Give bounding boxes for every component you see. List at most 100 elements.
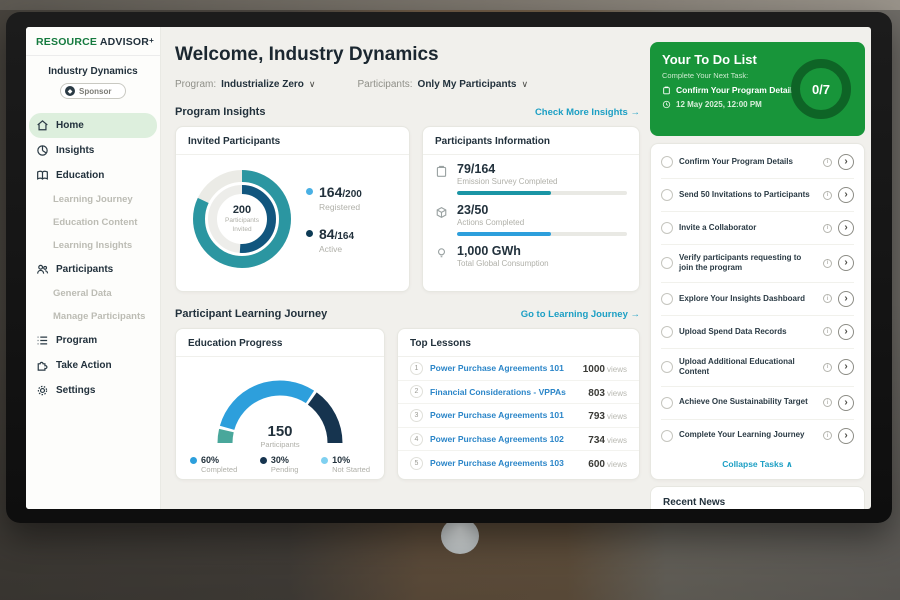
task-checkbox[interactable] bbox=[661, 189, 673, 201]
task-row: Verify participants requesting to join t… bbox=[661, 245, 854, 283]
task-checkbox[interactable] bbox=[661, 292, 673, 305]
task-checkbox[interactable] bbox=[661, 361, 673, 374]
task-row: Confirm Your Program Details i › bbox=[661, 146, 854, 179]
sidebar-item-label: Take Action bbox=[56, 360, 112, 371]
task-row: Upload Additional Educational Content i … bbox=[661, 349, 854, 387]
info-icon[interactable]: i bbox=[823, 398, 832, 408]
logo-word-resource: RESOURCE bbox=[36, 36, 98, 48]
check-more-insights-link[interactable]: Check More Insights → bbox=[534, 106, 641, 118]
page-title: Welcome, Industry Dynamics bbox=[175, 44, 439, 65]
sidebar-item-settings[interactable]: Settings bbox=[26, 378, 160, 403]
sidebar: RESOURCE ADVISOR+ Industry Dynamics ◆ Sp… bbox=[26, 27, 161, 509]
lesson-link[interactable]: Power Purchase Agreements 103 bbox=[430, 458, 564, 469]
info-icon[interactable]: i bbox=[823, 362, 832, 372]
sidebar-item-label: Education bbox=[56, 170, 105, 181]
gauge-value: 150 bbox=[267, 423, 293, 440]
info-icon[interactable]: i bbox=[823, 327, 832, 337]
todo-header-card: Your To Do List Complete Your Next Task:… bbox=[650, 42, 865, 136]
lesson-row: 1 Power Purchase Agreements 101 1000 view… bbox=[398, 357, 639, 381]
top-lessons-card: Top Lessons 1 Power Purchase Agreements … bbox=[397, 328, 640, 480]
emission-survey-stat: 79/164 Emission Survey Completed bbox=[435, 162, 627, 195]
sidebar-item-home[interactable]: Home bbox=[29, 113, 157, 138]
chevron-down-icon: ∨ bbox=[308, 79, 316, 89]
sidebar-item-education-content[interactable]: Education Content bbox=[53, 217, 138, 228]
task-go-button[interactable]: › bbox=[838, 290, 854, 307]
pending-dot bbox=[259, 456, 267, 464]
info-icon[interactable]: i bbox=[823, 223, 832, 233]
sidebar-item-learning-insights[interactable]: Learning Insights bbox=[53, 240, 133, 251]
legend-completed: 60% Completed bbox=[190, 455, 237, 474]
legend-not-started: 10% Not Started bbox=[321, 455, 370, 474]
task-go-button[interactable]: › bbox=[838, 427, 854, 444]
actions-progress-bar bbox=[457, 232, 627, 236]
task-checkbox[interactable] bbox=[661, 429, 673, 442]
sidebar-item-label: Program bbox=[56, 335, 98, 346]
active-legend: 84/164 Active bbox=[306, 226, 362, 254]
logo-word-advisor: ADVISOR bbox=[99, 36, 150, 48]
education-progress-card: Education Progress 150 Participants bbox=[175, 328, 385, 480]
task-go-button[interactable]: › bbox=[838, 394, 854, 411]
arrow-right-icon: → bbox=[630, 308, 641, 320]
gauge-legend: 60% Completed 30% Pending 10% Not Starte… bbox=[176, 449, 384, 474]
registered-dot bbox=[306, 188, 313, 195]
info-icon[interactable]: i bbox=[823, 157, 832, 167]
arrow-right-icon: → bbox=[630, 106, 641, 118]
sidebar-item-learning-journey[interactable]: Learning Journey bbox=[53, 194, 133, 205]
sidebar-item-label: Settings bbox=[56, 385, 96, 396]
todo-progress-ring: 0/7 bbox=[791, 59, 851, 119]
sidebar-item-label: Participants bbox=[56, 264, 114, 275]
screen: RESOURCE ADVISOR+ Industry Dynamics ◆ Sp… bbox=[26, 27, 871, 509]
clipboard-icon bbox=[435, 162, 449, 195]
rank-badge: 2 bbox=[410, 385, 423, 399]
info-icon[interactable]: i bbox=[823, 294, 832, 304]
sidebar-item-general-data[interactable]: General Data bbox=[53, 288, 112, 299]
task-row: Upload Spend Data Records i › bbox=[661, 316, 854, 349]
go-to-learning-journey-link[interactable]: Go to Learning Journey → bbox=[520, 308, 641, 320]
sidebar-item-insights[interactable]: Insights bbox=[26, 138, 160, 163]
task-go-button[interactable]: › bbox=[838, 323, 854, 340]
task-checkbox[interactable] bbox=[661, 257, 673, 270]
task-row: Send 50 Invitations to Participants i › bbox=[661, 179, 854, 212]
task-go-button[interactable]: › bbox=[838, 154, 854, 170]
participants-dropdown[interactable]: Participants: Only My Participants ∨ bbox=[357, 79, 529, 90]
task-checkbox[interactable] bbox=[661, 222, 673, 234]
list-icon bbox=[36, 334, 49, 347]
sidebar-item-take-action[interactable]: Take Action bbox=[26, 353, 160, 378]
todo-progress-count: 0/7 bbox=[811, 81, 831, 97]
info-icon[interactable]: i bbox=[823, 258, 832, 268]
lesson-link[interactable]: Power Purchase Agreements 101 bbox=[430, 410, 564, 421]
sidebar-nav: Home Insights Education Learning Journey bbox=[26, 113, 160, 403]
lesson-link[interactable]: Power Purchase Agreements 102 bbox=[430, 434, 564, 445]
sidebar-item-label: Insights bbox=[56, 145, 95, 156]
program-dropdown[interactable]: Program: Industrialize Zero ∨ bbox=[175, 79, 316, 90]
lesson-link[interactable]: Financial Considerations - VPPAs bbox=[430, 386, 566, 397]
invited-total-label: Participants Invited bbox=[225, 217, 259, 233]
info-icon[interactable]: i bbox=[823, 431, 832, 441]
task-go-button[interactable]: › bbox=[838, 255, 854, 272]
completed-dot bbox=[190, 456, 197, 464]
card-title: Participants Information bbox=[423, 127, 639, 155]
recent-news-card: Recent News bbox=[650, 486, 865, 509]
todo-panel: Your To Do List Complete Your Next Task:… bbox=[650, 27, 865, 509]
task-go-button[interactable]: › bbox=[838, 220, 854, 236]
lesson-row: 5 Power Purchase Agreements 103 600 views bbox=[398, 451, 639, 475]
collapse-tasks-link[interactable]: Collapse Tasks ∧ bbox=[722, 458, 793, 469]
sidebar-item-program[interactable]: Program bbox=[26, 328, 160, 353]
sidebar-item-manage-participants[interactable]: Manage Participants bbox=[53, 311, 146, 322]
task-checkbox[interactable] bbox=[661, 156, 673, 168]
sidebar-item-education[interactable]: Education bbox=[26, 163, 160, 188]
gear-icon bbox=[36, 384, 49, 397]
sponsor-badge: ◆ Sponsor bbox=[60, 83, 126, 99]
sidebar-item-participants[interactable]: Participants bbox=[26, 257, 160, 282]
recent-news-title: Recent News bbox=[663, 497, 726, 508]
cube-icon bbox=[435, 203, 449, 236]
monitor-bezel: RESOURCE ADVISOR+ Industry Dynamics ◆ Sp… bbox=[6, 12, 892, 523]
task-checkbox[interactable] bbox=[661, 325, 673, 338]
task-go-button[interactable]: › bbox=[838, 359, 854, 376]
info-icon[interactable]: i bbox=[823, 190, 832, 200]
task-go-button[interactable]: › bbox=[838, 187, 854, 203]
task-checkbox[interactable] bbox=[661, 396, 673, 409]
lesson-link[interactable]: Power Purchase Agreements 101 bbox=[430, 363, 564, 374]
book-icon bbox=[36, 169, 49, 182]
lessons-list: 1 Power Purchase Agreements 101 1000 view… bbox=[398, 357, 639, 475]
